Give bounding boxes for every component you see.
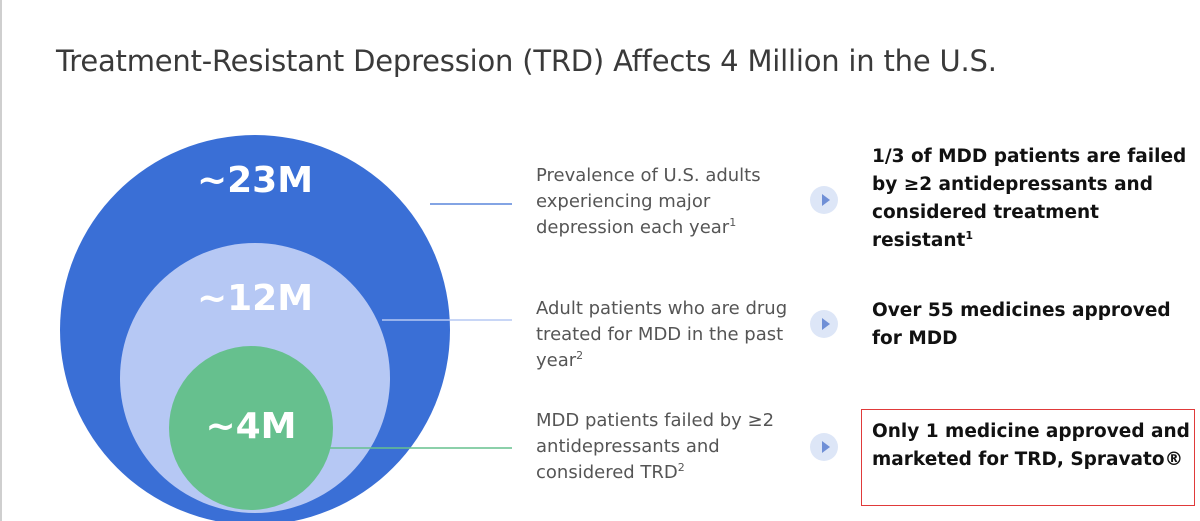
slide-title: Treatment-Resistant Depression (TRD) Aff… xyxy=(56,44,997,78)
description-adults-depression: Prevalence of U.S. adults experiencing m… xyxy=(536,165,761,238)
play-arrow-icon xyxy=(810,310,838,338)
circle-label-12m: ~12M xyxy=(196,278,314,319)
description-failed-trd: MDD patients failed by ≥2 antidepressant… xyxy=(536,410,775,483)
fact-one-third-failed: 1/3 of MDD patients are failed by ≥2 ant… xyxy=(872,146,1187,251)
fact-55-medicines: Over 55 medicines approved for MDD xyxy=(872,300,1171,349)
fact-only-one-medicine: Only 1 medicine approved and marketed fo… xyxy=(872,421,1190,470)
slide-left-edge xyxy=(0,0,2,521)
inner-circle-4m xyxy=(169,346,333,510)
play-arrow-icon xyxy=(810,186,838,214)
circle-label-23m: ~23M xyxy=(196,160,314,201)
play-arrow-icon xyxy=(810,433,838,461)
circle-label-4m: ~4M xyxy=(205,406,297,447)
description-drug-treated: Adult patients who are drug treated for … xyxy=(536,298,788,371)
spravato-highlight-box xyxy=(861,409,1195,506)
